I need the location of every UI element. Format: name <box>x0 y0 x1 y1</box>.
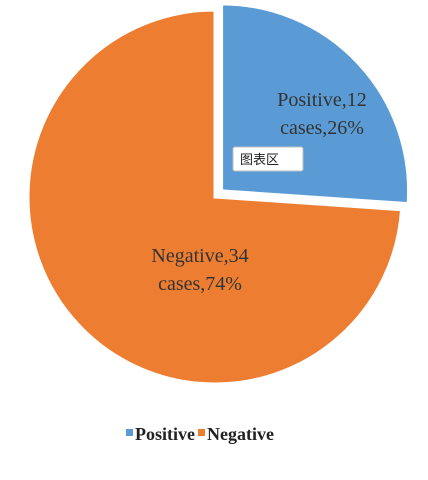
legend[interactable]: Positive Negative <box>126 424 274 444</box>
legend-item-negative[interactable]: Negative <box>198 424 274 444</box>
pie-slices <box>26 2 411 386</box>
slice-label-positive: Positive,12 cases,26% <box>277 89 366 139</box>
pie-slice-negative[interactable] <box>26 8 404 386</box>
legend-label-negative: Negative <box>207 424 274 444</box>
slice-label-line: Negative,34 <box>151 245 248 267</box>
slice-label-line: cases,26% <box>280 117 364 139</box>
legend-label-positive: Positive <box>135 424 195 444</box>
chart-area-tooltip: 图表区 <box>232 146 304 172</box>
legend-item-positive[interactable]: Positive <box>126 424 195 444</box>
tooltip-box <box>232 146 304 172</box>
slice-label-negative: Negative,34 cases,74% <box>151 245 248 295</box>
slice-labels: Positive,12 cases,26% Negative,34 cases,74% <box>151 89 366 295</box>
slice-label-line: Positive,12 <box>277 89 366 111</box>
slice-label-line: cases,74% <box>158 273 242 295</box>
legend-swatch-negative <box>198 429 205 436</box>
tooltip-text: 图表区 <box>240 153 279 168</box>
legend-swatch-positive <box>126 429 133 436</box>
